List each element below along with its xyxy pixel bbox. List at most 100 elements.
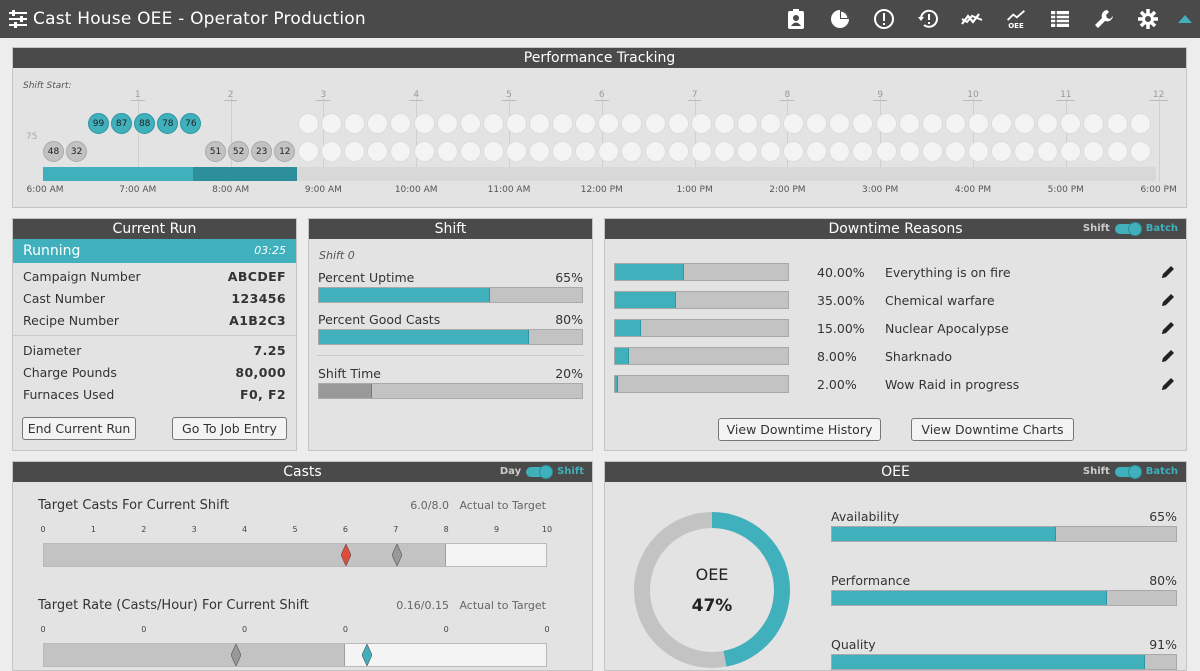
empty-slot [783, 141, 805, 162]
performance-timeline: Shift Start: 75 1 2 3 4 5 6 7 8 9 10 11 12 6:00 AM 7:… [13, 48, 1186, 207]
casts-panel: Casts Day Shift Target Casts For Current… [12, 461, 593, 671]
time-label: 9:00 AM [304, 185, 342, 195]
axis-y-label: 75 [26, 132, 38, 142]
shift-time-bar [318, 383, 583, 399]
empty-slot [783, 113, 805, 134]
time-label: 7:00 AM [119, 185, 157, 195]
cast-dot: 48 [43, 141, 64, 162]
empty-slot [575, 113, 597, 134]
casts-day-shift-toggle[interactable]: Day Shift [500, 462, 584, 482]
downtime-row: 2.00% Wow Raid in progress [614, 374, 1176, 394]
target-casts-fill [44, 544, 446, 566]
availability-fill [832, 527, 1056, 541]
view-downtime-history-button[interactable]: View Downtime History [718, 418, 881, 441]
empty-slot [436, 141, 458, 162]
go-to-job-entry-button[interactable]: Go To Job Entry [172, 417, 287, 440]
scale-tick-label: 5 [292, 525, 298, 534]
hour-line [694, 98, 696, 182]
pie-chart-icon[interactable] [818, 0, 862, 38]
downtime-bar-fill [615, 348, 629, 364]
hour-number: 4 [409, 90, 424, 101]
empty-slot [598, 113, 620, 134]
performance-bar [831, 590, 1177, 606]
actual-rate-marker [361, 644, 372, 666]
hour-number: 3 [316, 90, 331, 101]
empty-slot [898, 141, 920, 162]
time-label: 6:00 AM [26, 185, 64, 195]
trend-icon[interactable] [950, 0, 994, 38]
time-label: 12:00 PM [580, 185, 623, 195]
end-current-run-button[interactable]: End Current Run [22, 417, 136, 440]
casts-toggle-switch[interactable] [526, 465, 554, 479]
scale-tick-label: 0 [443, 625, 449, 634]
oee-shift-batch-toggle[interactable]: Shift Batch [1083, 462, 1178, 482]
scale-tick-label: 0 [40, 525, 46, 534]
edit-pencil-icon[interactable] [1160, 376, 1176, 392]
scale-tick-label: 3 [191, 525, 197, 534]
oee-toggle-right-label: Batch [1145, 466, 1178, 477]
diameter-row: Diameter 7.25 [23, 343, 286, 358]
downtime-shift-batch-toggle[interactable]: Shift Batch [1083, 219, 1178, 239]
history-alert-icon[interactable] [906, 0, 950, 38]
hour-number: 1 [130, 90, 145, 101]
target-casts-ratio: 6.0/8.0 [410, 499, 449, 512]
hour-number: 8 [780, 90, 795, 101]
wrench-icon[interactable] [1082, 0, 1126, 38]
cast-dot-good: 88 [134, 113, 156, 134]
hour-line [137, 98, 139, 182]
edit-pencil-icon[interactable] [1160, 264, 1176, 280]
collapse-icon[interactable] [1170, 0, 1200, 38]
empty-slot [667, 141, 689, 162]
oee-toggle-switch[interactable] [1114, 465, 1142, 479]
downtime-toggle-switch[interactable] [1114, 222, 1142, 236]
cast-dot: 32 [66, 141, 88, 162]
empty-slot [806, 113, 828, 134]
empty-slot [390, 113, 412, 134]
target-casts-label: Target Casts For Current Shift [38, 498, 230, 513]
percent-uptime-label: Percent Uptime [318, 270, 415, 285]
empty-slot [344, 141, 366, 162]
percent-good-casts-label: Percent Good Casts [318, 312, 441, 327]
downtime-row: 35.00% Chemical warfare [614, 290, 1176, 310]
downtime-reasons-panel: Downtime Reasons Shift Batch 40.00% Every… [604, 218, 1187, 451]
quality-label: Quality [831, 637, 876, 652]
empty-slot [898, 113, 920, 134]
edit-pencil-icon[interactable] [1160, 348, 1176, 364]
downtime-bar [614, 263, 789, 281]
furnaces-used-value: F0, F2 [240, 387, 286, 402]
sliders-menu-icon[interactable] [7, 8, 29, 30]
target-rate-fill [44, 644, 346, 666]
diameter-value: 7.25 [253, 343, 286, 358]
shift-header: Shift [309, 219, 592, 239]
hour-line [787, 98, 789, 182]
alert-icon[interactable] [862, 0, 906, 38]
time-label: 6:00 PM [1140, 185, 1177, 195]
edit-pencil-icon[interactable] [1160, 320, 1176, 336]
table-icon[interactable] [1038, 0, 1082, 38]
downtime-bar [614, 319, 789, 337]
oee-center-value: 47% [691, 596, 733, 616]
scale-tick-label: 4 [242, 525, 248, 534]
hour-line [230, 98, 232, 182]
downtime-reasons-title: Downtime Reasons [828, 221, 963, 237]
scale-tick-label: 0 [342, 625, 348, 634]
empty-slot [413, 113, 435, 134]
empty-slot [1060, 141, 1082, 162]
downtime-percent: 35.00% [817, 293, 865, 308]
empty-slot [991, 141, 1012, 162]
cast-dot: 23 [251, 141, 273, 162]
badge-icon[interactable] [774, 0, 818, 38]
settings-icon[interactable] [1126, 0, 1170, 38]
edit-pencil-icon[interactable] [1160, 292, 1176, 308]
run-status-bar: Running 03:25 [13, 239, 296, 263]
percent-good-casts-bar [318, 329, 583, 345]
empty-slot [529, 141, 550, 162]
top-bar: Cast House OEE - Operator Production OEE [0, 0, 1200, 38]
run-status-label: Running [23, 243, 81, 259]
downtime-reason: Wow Raid in progress [885, 377, 1020, 392]
oee-trend-icon[interactable]: OEE [994, 0, 1038, 38]
view-downtime-charts-button[interactable]: View Downtime Charts [911, 418, 1074, 441]
empty-slot [713, 113, 735, 134]
target-casts-scale: 0 1 2 3 4 5 6 7 8 9 10 [40, 525, 552, 537]
empty-slot [1060, 113, 1082, 134]
